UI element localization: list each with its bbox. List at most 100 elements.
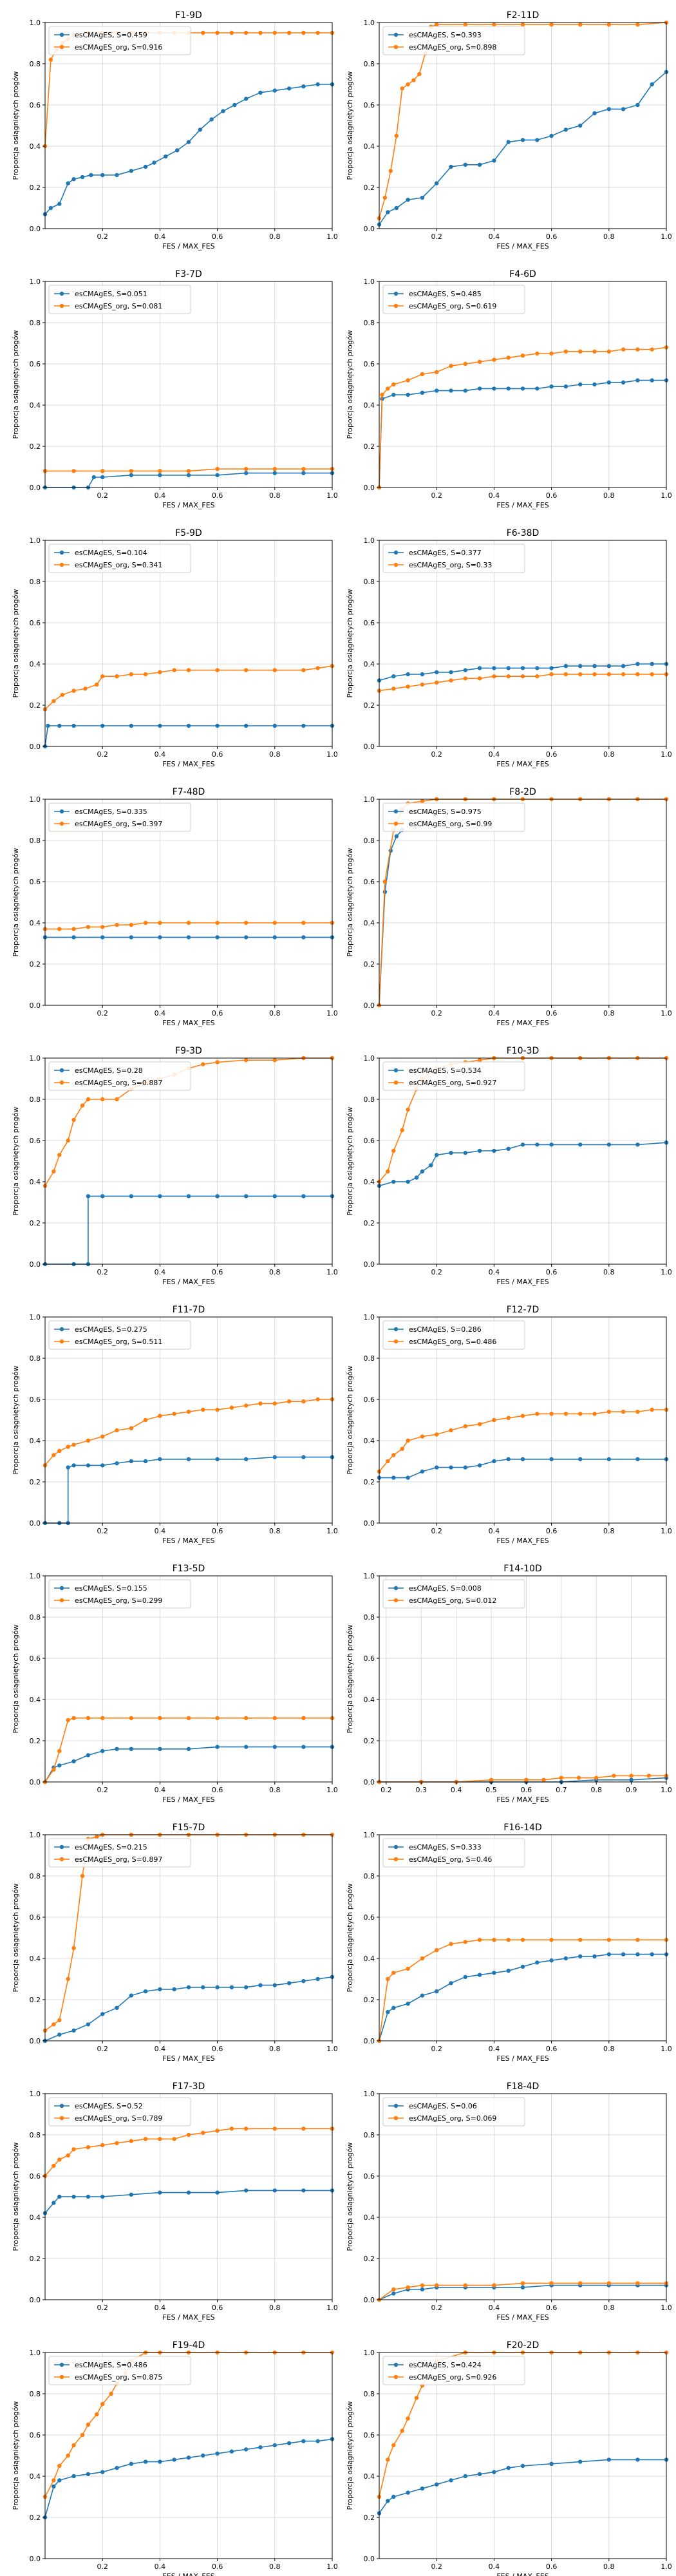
data-point bbox=[549, 1457, 554, 1461]
legend-marker bbox=[59, 2103, 64, 2108]
data-point bbox=[391, 392, 396, 397]
legend-marker bbox=[393, 562, 399, 567]
y-tick-label: 1.0 bbox=[364, 2090, 375, 2098]
legend-label: esCMAgES_org, S=0.069 bbox=[409, 2114, 496, 2123]
data-point bbox=[506, 1938, 511, 1942]
x-tick-label: 0.2 bbox=[97, 1527, 108, 1535]
data-point bbox=[621, 1952, 626, 1956]
series-line-escmages bbox=[44, 2438, 333, 2518]
y-tick-label: 0.2 bbox=[364, 442, 375, 451]
data-point bbox=[201, 1985, 205, 1989]
y-tick-label: 0.2 bbox=[364, 2255, 375, 2263]
data-point bbox=[164, 154, 168, 159]
data-point bbox=[435, 370, 439, 374]
data-point bbox=[215, 2451, 220, 2456]
data-point bbox=[215, 2128, 220, 2133]
data-point bbox=[492, 23, 496, 27]
axes-frame bbox=[379, 2093, 667, 2300]
data-point bbox=[463, 1940, 467, 1944]
data-point bbox=[578, 1938, 583, 1942]
x-tick-label: 0.4 bbox=[155, 1527, 166, 1535]
y-tick-label: 0.8 bbox=[30, 1872, 41, 1880]
legend-label: esCMAgES_org, S=0.916 bbox=[75, 43, 162, 52]
x-tick-label: 0.2 bbox=[97, 1268, 108, 1276]
y-tick-label: 1.0 bbox=[364, 1313, 375, 1321]
data-point bbox=[549, 133, 554, 138]
subplot-title: F16-14D bbox=[503, 1823, 542, 1833]
y-tick-label: 0.8 bbox=[364, 578, 375, 586]
data-point bbox=[391, 1475, 396, 1480]
x-tick-label: 1.0 bbox=[326, 750, 338, 759]
data-point bbox=[86, 1438, 91, 1443]
y-tick-label: 0.6 bbox=[30, 1396, 41, 1404]
data-point bbox=[394, 834, 399, 838]
data-point bbox=[578, 123, 583, 128]
data-point bbox=[315, 82, 320, 87]
plot-area bbox=[45, 23, 332, 229]
x-tick-label: 0.4 bbox=[489, 1527, 500, 1535]
legend-label: esCMAgES, S=0.393 bbox=[409, 31, 482, 39]
y-tick-label: 0.8 bbox=[364, 2131, 375, 2139]
data-point bbox=[420, 1169, 425, 1174]
data-point bbox=[66, 1444, 70, 1449]
data-point bbox=[158, 469, 162, 473]
data-point bbox=[492, 2283, 496, 2287]
data-point bbox=[535, 1960, 540, 1965]
data-point bbox=[143, 1459, 148, 1464]
data-point bbox=[244, 30, 249, 35]
legend-marker bbox=[393, 2103, 399, 2108]
y-tick-label: 0.4 bbox=[30, 919, 41, 927]
data-point bbox=[391, 1148, 396, 1153]
data-point bbox=[272, 668, 277, 672]
y-tick-label: 0.8 bbox=[30, 578, 41, 586]
data-point bbox=[612, 1774, 616, 1778]
legend-marker bbox=[59, 32, 64, 37]
y-tick-label: 0.8 bbox=[30, 2390, 41, 2398]
x-tick-label: 1.0 bbox=[661, 1786, 672, 1794]
y-tick-label: 0.2 bbox=[30, 960, 41, 969]
y-tick-label: 0.6 bbox=[30, 619, 41, 627]
data-point bbox=[477, 1938, 482, 1942]
data-point bbox=[86, 1753, 91, 1757]
x-tick-label: 0.8 bbox=[269, 2304, 281, 2312]
x-tick-label: 0.2 bbox=[97, 491, 108, 500]
y-axis-label: Proporcja osiągniętych progów bbox=[12, 1366, 20, 1475]
data-point bbox=[115, 923, 119, 927]
x-tick-label: 0.6 bbox=[212, 2562, 223, 2571]
subplot-f7-48d: 0.2 0.4 0.6 0.8 1.0 0.0 0.2 0.4 0.6 0.8 1.0 F7-48D F… bbox=[12, 787, 338, 1027]
x-tick-label: 0.6 bbox=[212, 750, 223, 759]
data-point bbox=[646, 1774, 651, 1778]
data-point bbox=[606, 1952, 611, 1956]
data-point bbox=[66, 1976, 70, 1982]
data-point bbox=[301, 1455, 306, 1459]
y-tick-label: 0.6 bbox=[364, 1137, 375, 1145]
data-point bbox=[420, 672, 425, 677]
plot-area bbox=[45, 540, 332, 746]
data-point bbox=[215, 1985, 220, 1989]
subplot-f18-4d: 0.2 0.4 0.6 0.8 1.0 0.0 0.2 0.4 0.6 0.8 1.0 F18-4D F… bbox=[346, 2081, 672, 2322]
data-point bbox=[172, 2137, 176, 2141]
data-point bbox=[463, 162, 467, 167]
x-tick-label: 0.4 bbox=[155, 1009, 166, 1018]
legend-marker bbox=[393, 821, 399, 826]
data-point bbox=[186, 1194, 191, 1198]
data-point bbox=[394, 133, 399, 138]
x-tick-label: 0.8 bbox=[590, 1786, 602, 1794]
legend-label: esCMAgES, S=0.155 bbox=[75, 1584, 147, 1593]
data-point bbox=[420, 1993, 425, 1998]
data-point bbox=[244, 2126, 249, 2131]
data-point bbox=[406, 1966, 410, 1971]
data-point bbox=[158, 2459, 162, 2464]
data-point bbox=[492, 1938, 496, 1942]
data-point bbox=[66, 2453, 70, 2458]
y-axis-label: Proporcja osiągniętych progów bbox=[346, 589, 354, 698]
x-tick-label: 0.2 bbox=[431, 750, 442, 759]
data-point bbox=[492, 666, 496, 670]
x-tick-label: 0.4 bbox=[155, 2304, 166, 2312]
x-tick-label: 0.8 bbox=[603, 232, 615, 241]
data-point bbox=[650, 1952, 654, 1956]
x-axis-label: FES / MAX_FES bbox=[162, 1795, 214, 1804]
x-tick-label: 0.8 bbox=[603, 491, 615, 500]
data-point bbox=[186, 935, 191, 940]
legend-marker bbox=[393, 1068, 399, 1073]
